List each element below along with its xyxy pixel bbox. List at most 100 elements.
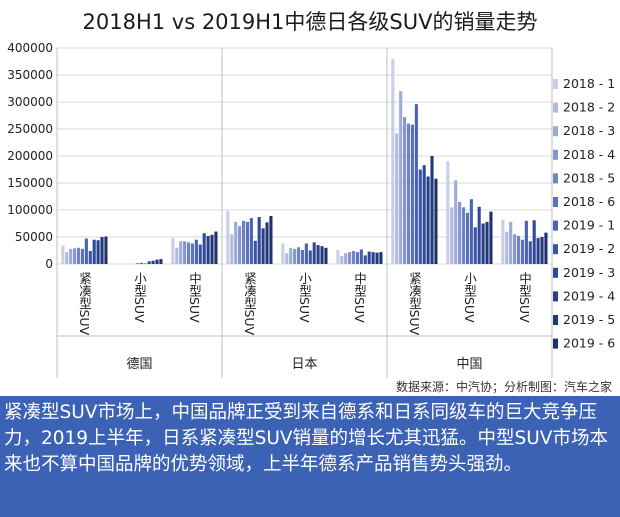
bar [190, 243, 194, 264]
legend-label: 2019 - 5 [563, 312, 615, 327]
bar [139, 262, 143, 264]
bar [359, 249, 363, 264]
bar [505, 231, 509, 264]
legend-label: 2018 - 6 [563, 194, 615, 209]
y-tick-label: 300000 [7, 95, 53, 109]
y-tick-label: 200000 [7, 149, 53, 163]
y-tick-label: 50000 [15, 230, 53, 244]
bar [293, 248, 297, 264]
bar [458, 201, 462, 264]
bar [355, 252, 359, 264]
y-tick-label: 150000 [7, 176, 53, 190]
legend-swatch [553, 338, 558, 349]
bar [253, 240, 257, 264]
category-label: 中型SUV [517, 271, 532, 323]
bar [403, 117, 407, 265]
category-label: 中型SUV [352, 271, 367, 323]
bar [151, 260, 155, 264]
legend-swatch [553, 244, 558, 255]
bar [104, 236, 108, 264]
bar [320, 246, 324, 264]
bar [501, 219, 505, 264]
legend-swatch [553, 79, 558, 89]
bar [230, 234, 234, 264]
legend-label: 2018 - 2 [563, 100, 615, 115]
legend-label: 2018 - 5 [563, 170, 615, 185]
bar [489, 211, 493, 264]
bar [469, 199, 473, 264]
legend-label: 2019 - 2 [563, 241, 615, 256]
bar [202, 233, 206, 264]
bar [198, 244, 202, 264]
legend-swatch [553, 149, 558, 160]
bar [88, 251, 92, 264]
legend-swatch [553, 197, 558, 207]
bar [245, 221, 249, 264]
y-tick-label: 350000 [7, 68, 53, 82]
bar [434, 178, 438, 264]
bar [69, 248, 73, 264]
legend-swatch [553, 220, 558, 231]
bar [348, 252, 352, 264]
bar [344, 253, 348, 264]
bar [304, 243, 308, 264]
bar [473, 227, 477, 264]
bar [363, 255, 367, 264]
group-label: 德国 [126, 357, 152, 372]
bar [206, 235, 210, 264]
bar [540, 237, 544, 264]
category-label: 小型SUV [462, 272, 477, 323]
bar [61, 245, 65, 264]
bar [414, 104, 418, 264]
bar [214, 231, 218, 264]
legend-swatch [553, 291, 558, 302]
legend-label: 2018 - 4 [563, 147, 615, 162]
bar [179, 241, 183, 264]
bar [159, 259, 163, 264]
bar [528, 241, 532, 264]
category-label: 紧凑型SUV [77, 272, 92, 336]
bar [410, 124, 414, 265]
bar [100, 237, 104, 264]
bar [485, 221, 489, 264]
bar [308, 250, 312, 264]
bar [477, 206, 481, 264]
bar [155, 259, 159, 264]
bar [257, 217, 261, 264]
bar [340, 255, 344, 264]
bar [520, 239, 524, 264]
data-source-note: 数据来源：中汽协；分析制图：汽车之家 [395, 380, 612, 394]
bar [450, 207, 454, 264]
bar [509, 221, 513, 264]
bar [265, 222, 269, 264]
legend-swatch [553, 126, 558, 137]
bar [249, 218, 253, 264]
bar [391, 58, 395, 264]
y-tick-label: 250000 [7, 122, 53, 136]
bar [399, 91, 403, 264]
bar [371, 252, 375, 264]
bar [269, 215, 273, 264]
category-label: 小型SUV [132, 272, 147, 323]
bar [316, 245, 320, 264]
category-label: 紧凑型SUV [407, 272, 422, 336]
legend-label: 2019 - 6 [563, 336, 615, 351]
group-label: 中国 [456, 357, 482, 372]
bar [96, 240, 100, 264]
bar [406, 123, 411, 264]
bar [261, 228, 265, 264]
bar [194, 239, 198, 264]
bar [351, 251, 356, 264]
bar [418, 169, 422, 264]
bar [147, 261, 151, 264]
bar [73, 248, 77, 264]
bar [524, 220, 528, 264]
legend-label: 2019 - 3 [563, 265, 615, 280]
bar [289, 247, 293, 264]
bar [135, 263, 139, 264]
chart-title: 2018H1 vs 2019H1中德日各级SUV的销量走势 [82, 10, 538, 34]
legend-label: 2018 - 3 [563, 123, 615, 138]
bar [422, 165, 426, 264]
bar [92, 239, 96, 264]
bar [516, 235, 521, 264]
